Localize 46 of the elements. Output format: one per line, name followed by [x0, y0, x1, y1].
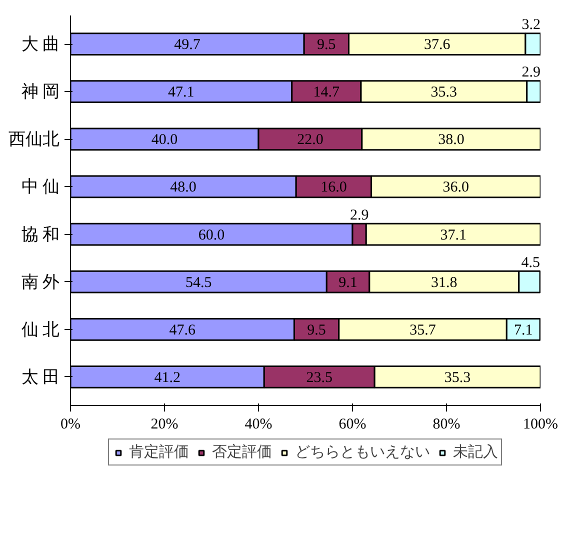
x-tick-label: 40%: [244, 416, 272, 432]
data-label: 35.3: [430, 84, 458, 101]
data-label: 54.5: [185, 274, 212, 291]
data-label: 23.5: [306, 370, 332, 386]
data-label: 60.0: [198, 227, 225, 244]
data-label: 36.0: [442, 180, 470, 196]
data-label: 31.8: [431, 274, 458, 291]
data-label: 2.9: [350, 207, 369, 224]
data-label: 9.1: [338, 274, 358, 291]
y-tick-label: 南 外: [21, 272, 60, 292]
legend-label: 否定評価: [212, 442, 272, 462]
data-label: 47.6: [169, 322, 196, 338]
x-tick-label: 0%: [60, 416, 80, 432]
data-label: 7.1: [514, 322, 533, 338]
y-tick-label: 西仙北: [8, 130, 60, 149]
data-label: 16.0: [320, 180, 347, 196]
data-label: 41.2: [154, 370, 180, 386]
x-tick-label: 20%: [150, 416, 178, 432]
legend-label: 未記入: [453, 442, 498, 462]
data-label: 47.1: [168, 84, 194, 101]
y-tick-label: 大 曲: [21, 34, 60, 54]
data-label: 14.7: [313, 84, 340, 101]
data-label: 38.0: [438, 132, 464, 148]
data-label: 48.0: [170, 180, 196, 196]
data-label: 22.0: [297, 132, 324, 148]
data-label: 2.9: [522, 64, 540, 81]
data-label: 35.7: [410, 322, 436, 338]
y-tick-label: 太 田: [21, 367, 60, 386]
data-label: 9.5: [317, 37, 336, 54]
data-label: 37.1: [440, 227, 466, 244]
x-tick-label: 100%: [523, 416, 558, 432]
y-tick-label: 中 仙: [21, 177, 60, 196]
y-tick-label: 協 和: [21, 224, 60, 244]
y-tick-label: 仙 北: [21, 320, 60, 339]
data-label: 37.6: [424, 37, 451, 54]
data-label: 9.5: [307, 322, 326, 338]
data-label: 4.5: [521, 254, 540, 271]
data-label: 49.7: [174, 37, 201, 54]
legend-label: どちらともいえない: [295, 442, 430, 462]
data-label: 40.0: [151, 132, 178, 148]
x-tick-label: 80%: [432, 416, 460, 432]
y-tick-label: 神 岡: [21, 82, 60, 102]
x-tick-label: 60%: [338, 416, 366, 432]
data-label: 35.3: [444, 370, 471, 386]
data-label: 3.2: [522, 17, 540, 34]
legend-label: 肯定評価: [129, 442, 189, 462]
